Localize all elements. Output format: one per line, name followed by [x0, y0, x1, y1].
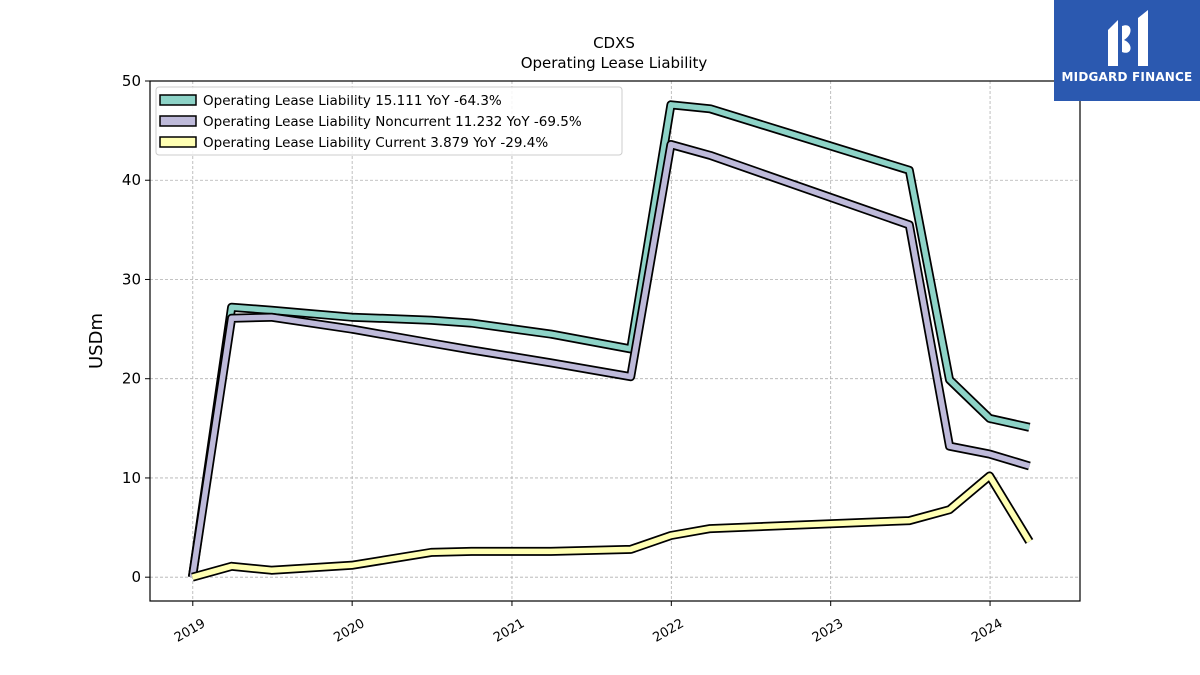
y-axis-label: USDm	[86, 313, 107, 369]
series-line	[191, 473, 1032, 580]
x-tick-label: 2020	[331, 616, 367, 646]
legend: Operating Lease Liability 15.111 YoY -64…	[155, 86, 623, 156]
x-tick-label: 2021	[491, 616, 527, 646]
y-ticks: 0 10 20 30 40 50	[122, 72, 150, 586]
brand-logo: MIDGARD FINANCE	[1054, 0, 1200, 101]
axes-frame	[149, 80, 1081, 602]
y-tick-label: 50	[122, 72, 141, 90]
chart-title: CDXS	[593, 34, 635, 52]
legend-swatch	[159, 136, 197, 148]
y-tick-label: 20	[122, 370, 141, 388]
y-tick-label: 40	[122, 171, 141, 189]
series-operating-lease-liability	[187, 100, 1031, 578]
legend-label: Operating Lease Liability 15.111 YoY -64…	[203, 93, 502, 109]
y-tick-label: 30	[122, 270, 141, 288]
series-outline	[187, 140, 1031, 578]
legend-box	[155, 86, 623, 156]
x-ticks: 2019 2020 2021 2022 2023 2024	[172, 601, 1005, 646]
series-outline	[191, 471, 1034, 582]
legend-label: Operating Lease Liability Noncurrent 11.…	[203, 114, 582, 130]
series-line	[189, 141, 1031, 578]
series-operating-lease-liability-current	[191, 471, 1034, 582]
series-operating-lease-liability-noncurrent	[187, 140, 1031, 578]
brand-name: MIDGARD FINANCE	[1061, 70, 1193, 84]
legend-swatch	[159, 115, 197, 127]
chart-subtitle: Operating Lease Liability	[521, 54, 708, 72]
x-tick-label: 2019	[172, 616, 208, 646]
series-line	[189, 102, 1031, 578]
series-layer	[187, 100, 1034, 582]
legend-label: Operating Lease Liability Current 3.879 …	[203, 135, 548, 151]
brand-mark-icon	[1108, 10, 1148, 66]
x-tick-label: 2024	[969, 616, 1005, 646]
x-tick-label: 2023	[810, 616, 846, 646]
legend-swatch	[159, 94, 197, 106]
y-tick-label: 10	[122, 469, 141, 487]
y-tick-label: 0	[131, 568, 141, 586]
series-outline	[187, 100, 1031, 578]
x-tick-label: 2022	[650, 616, 686, 646]
